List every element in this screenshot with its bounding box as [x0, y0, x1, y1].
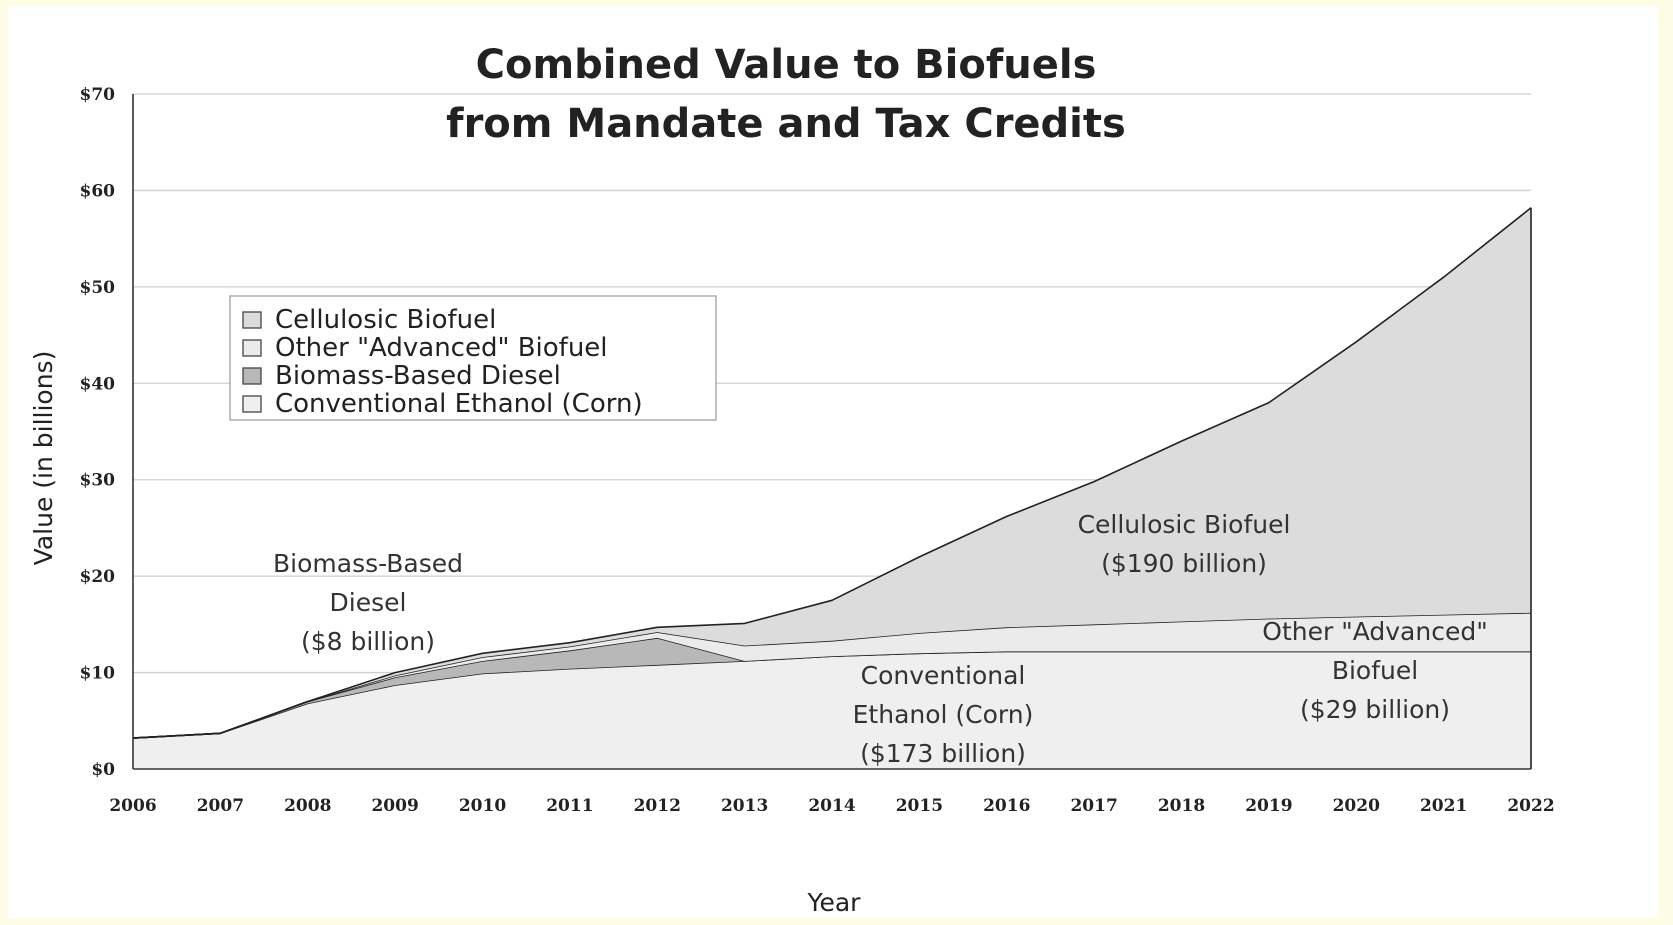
x-tick-label: 2021 [1420, 796, 1467, 816]
annotation-line: Biomass-Based [273, 549, 463, 578]
annotation-line: Ethanol (Corn) [853, 700, 1034, 729]
x-tick-label: 2022 [1507, 796, 1554, 816]
legend-label: Biomass-Based Diesel [275, 361, 561, 391]
x-tick-label: 2013 [721, 796, 768, 816]
x-axis-label: Year [807, 888, 862, 917]
annotation-line: ($190 billion) [1101, 549, 1267, 578]
legend-swatch [242, 339, 262, 357]
x-tick-label: 2020 [1333, 796, 1380, 816]
legend-label: Cellulosic Biofuel [275, 305, 496, 335]
axes [132, 94, 1531, 770]
annotation-line: Cellulosic Biofuel [1078, 510, 1291, 539]
y-tick-label: $70 [80, 85, 116, 105]
annotation-line: Biofuel [1332, 656, 1418, 685]
annotation-line: ($29 billion) [1300, 695, 1450, 724]
y-tick-label: $30 [80, 471, 116, 491]
annotation-line: Conventional [861, 661, 1026, 690]
y-tick-label: $20 [80, 567, 116, 587]
biofuel-area-chart: Combined Value to Biofuels from Mandate … [29, 42, 1555, 917]
x-tick-label: 2019 [1245, 796, 1292, 816]
x-tick-label: 2012 [634, 796, 681, 816]
x-tick-label: 2011 [546, 796, 593, 816]
y-tick-label: $10 [80, 664, 116, 684]
area-series-2 [133, 612, 1531, 739]
x-tick-label: 2009 [371, 796, 418, 816]
annotation-line: Diesel [330, 588, 407, 617]
area-series-1 [133, 637, 1531, 739]
y-tick-label: $50 [80, 278, 116, 298]
area-series-3 [133, 207, 1531, 739]
series-boundary-line [132, 207, 1532, 739]
legend-label: Conventional Ethanol (Corn) [275, 389, 643, 419]
y-tick-label: $60 [80, 181, 116, 201]
annotations: Biomass-Based Diesel ($8 billion) Cellulosi… [273, 510, 1488, 768]
legend-swatch [242, 311, 262, 329]
chart-frame: Combined Value to Biofuels from Mandate … [8, 6, 1658, 918]
y-axis-label: Value (in billions) [29, 351, 58, 566]
x-tick-label: 2015 [896, 796, 943, 816]
stacked-areas [132, 207, 1532, 769]
x-tick-label: 2014 [808, 796, 855, 816]
tick-labels: $0 $10 $20 $30 $40 $50 $60 $70 2006 2007 2008 2009 2… [80, 85, 1555, 816]
y-tick-label: $0 [91, 760, 115, 780]
chart-title-line-1: Combined Value to Biofuels [476, 42, 1097, 88]
x-tick-label: 2017 [1070, 796, 1117, 816]
legend-swatch [242, 395, 262, 413]
x-tick-label: 2006 [109, 796, 156, 816]
x-tick-label: 2010 [459, 796, 506, 816]
legend-swatch [242, 367, 262, 385]
x-tick-label: 2018 [1158, 796, 1205, 816]
chart-title-line-2: from Mandate and Tax Credits [446, 101, 1126, 147]
x-tick-label: 2008 [284, 796, 331, 816]
annotation-line: ($8 billion) [301, 627, 435, 656]
y-tick-label: $40 [80, 374, 116, 394]
legend-label: Other "Advanced" Biofuel [275, 333, 608, 363]
x-tick-label: 2007 [197, 796, 244, 816]
x-tick-label: 2016 [983, 796, 1030, 816]
legend-box [229, 295, 717, 421]
annotation-line: ($173 billion) [860, 739, 1026, 768]
annotation-line: Other "Advanced" [1262, 617, 1487, 646]
area-series-0 [133, 651, 1531, 769]
